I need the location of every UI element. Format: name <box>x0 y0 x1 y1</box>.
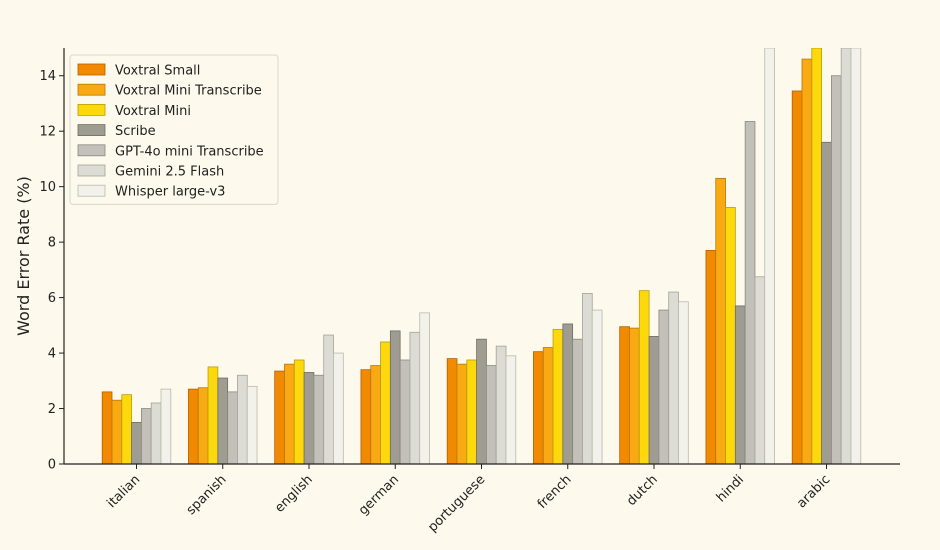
bar-french-3 <box>562 323 574 464</box>
legend-swatch <box>77 63 106 76</box>
y-tick-label: 12 <box>39 125 56 140</box>
y-tick-label: 4 <box>48 347 56 362</box>
bar-dutch-0 <box>619 326 630 464</box>
bar-english-6 <box>333 352 344 464</box>
legend-label: Gemini 2.5 Flash <box>115 165 224 180</box>
x-tick-label-german: german <box>356 472 402 518</box>
bar-portuguese-6 <box>505 355 517 464</box>
legend-label: Scribe <box>115 124 156 139</box>
bar-german-6 <box>419 312 430 464</box>
bar-french-0 <box>533 351 544 464</box>
legend-swatch <box>77 164 106 177</box>
bar-arabic-4 <box>831 75 842 464</box>
bar-spanish-4 <box>227 391 238 464</box>
y-tick-label: 2 <box>48 402 56 417</box>
bar-dutch-3 <box>648 336 660 464</box>
bar-dutch-5 <box>668 291 679 464</box>
bar-spanish-3 <box>217 377 229 464</box>
y-tick-label: 0 <box>48 458 56 473</box>
legend-frame <box>69 54 279 205</box>
bar-french-5 <box>582 293 593 464</box>
legend-swatch <box>77 184 106 197</box>
bar-arabic-2 <box>811 48 822 464</box>
legend-swatch <box>77 83 106 96</box>
bar-dutch-4 <box>658 309 670 464</box>
legend: Voxtral Small Voxtral Mini Transcribe Voxt… <box>69 54 279 205</box>
bar-english-4 <box>313 374 325 464</box>
bar-english-2 <box>293 359 305 464</box>
legend-swatch <box>77 144 106 157</box>
x-tick-label-hindi: hindi <box>714 472 747 505</box>
bar-portuguese-4 <box>485 365 497 464</box>
bar-french-2 <box>552 329 564 464</box>
legend-swatch <box>77 124 106 136</box>
bar-german-1 <box>370 365 381 464</box>
bar-arabic-6 <box>850 48 862 464</box>
bar-french-1 <box>542 347 554 464</box>
bar-spanish-6 <box>246 385 258 464</box>
legend-swatch <box>77 104 106 116</box>
bars-group <box>101 48 862 464</box>
bar-portuguese-5 <box>495 345 507 464</box>
bar-german-5 <box>409 331 421 464</box>
bar-hindi-3 <box>734 305 746 464</box>
bar-german-2 <box>380 341 391 464</box>
bar-italian-0 <box>101 391 113 464</box>
bar-hindi-2 <box>725 207 736 464</box>
bar-arabic-1 <box>801 58 813 464</box>
bar-hindi-5 <box>754 276 766 464</box>
bar-spanish-5 <box>237 374 248 464</box>
bar-dutch-1 <box>629 327 640 464</box>
x-tick-label-spanish: spanish <box>184 472 230 518</box>
legend-label: GPT-4o mini Transcribe <box>115 144 264 159</box>
x-tick-label-english: english <box>272 472 316 516</box>
y-tick-label: 10 <box>39 180 56 195</box>
bar-portuguese-2 <box>466 359 477 464</box>
bar-italian-3 <box>131 421 142 464</box>
bar-hindi-0 <box>705 250 717 464</box>
legend-label: Voxtral Small <box>115 64 200 79</box>
y-tick-label: 6 <box>48 291 56 306</box>
bar-spanish-1 <box>197 387 209 464</box>
legend-label: Voxtral Mini Transcribe <box>115 84 262 99</box>
bar-german-3 <box>389 330 401 464</box>
bar-french-6 <box>591 309 603 464</box>
x-tick-label-french: french <box>535 472 575 512</box>
bar-portuguese-0 <box>446 358 458 464</box>
bar-english-3 <box>303 372 315 464</box>
y-tick-label: 14 <box>39 69 56 84</box>
bar-hindi-4 <box>744 121 756 464</box>
bar-italian-5 <box>150 402 162 464</box>
bar-dutch-2 <box>638 290 650 464</box>
bar-spanish-0 <box>188 388 199 464</box>
bar-italian-1 <box>111 399 123 464</box>
bar-arabic-0 <box>791 90 803 464</box>
x-tick-label-arabic: arabic <box>794 472 833 511</box>
bar-portuguese-1 <box>456 363 468 464</box>
bar-arabic-3 <box>821 141 832 464</box>
bar-spanish-2 <box>207 366 219 464</box>
bar-hindi-6 <box>764 48 775 464</box>
bar-german-0 <box>360 369 372 464</box>
bar-german-4 <box>399 359 411 464</box>
bar-italian-4 <box>140 408 152 464</box>
x-tick-label-portuguese: portuguese <box>425 472 488 535</box>
bar-hindi-1 <box>715 177 726 464</box>
y-axis-label: Word Error Rate (%) <box>14 176 33 336</box>
bar-portuguese-3 <box>476 338 487 464</box>
bar-dutch-6 <box>678 301 689 464</box>
x-tick-label-italian: italian <box>104 472 143 511</box>
bar-french-4 <box>572 338 583 464</box>
legend-label: Whisper large-v3 <box>115 185 225 200</box>
y-tick-label: 8 <box>48 236 56 251</box>
bar-english-1 <box>284 363 295 464</box>
bar-italian-2 <box>121 394 133 464</box>
bar-arabic-5 <box>840 48 852 464</box>
bar-english-5 <box>323 334 334 464</box>
bar-italian-6 <box>160 388 172 464</box>
legend-label: Voxtral Mini <box>115 104 191 119</box>
bar-english-0 <box>274 370 285 464</box>
x-tick-label-dutch: dutch <box>624 472 661 509</box>
